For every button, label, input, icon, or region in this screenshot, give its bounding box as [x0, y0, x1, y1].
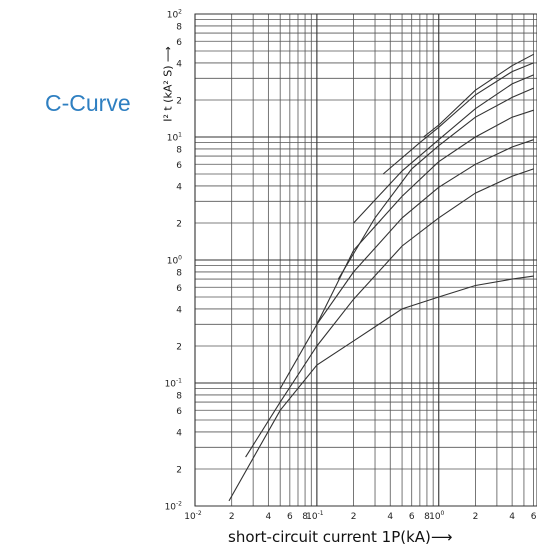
y-tick-label: 4	[176, 59, 182, 69]
y-tick-label: 6	[176, 284, 182, 294]
x-tick-label: 10-2	[184, 510, 202, 522]
page-title: C-Curve	[45, 90, 131, 116]
x-axis-arrow-icon: ⟶	[430, 528, 453, 546]
y-tick-label: 6	[176, 161, 182, 171]
y-tick-label: 8	[176, 268, 182, 278]
x-tick-label: 6	[409, 512, 415, 522]
y-tick-label: 8	[176, 22, 182, 32]
x-tick-label: 2	[229, 512, 235, 522]
y-tick-label: 2	[176, 219, 182, 229]
x-axis-label: short-circuit current 1P(kA)⟶	[228, 528, 452, 546]
x-tick-label: 4	[266, 512, 272, 522]
plot-frame	[194, 13, 537, 507]
y-tick-label: 4	[176, 428, 182, 438]
y-tick-label: 2	[176, 96, 182, 106]
x-tick-label: 6	[531, 512, 537, 522]
x-tick-label: 2	[473, 512, 479, 522]
curve-3	[279, 139, 534, 389]
curves	[228, 53, 534, 502]
y-tick-label: 8	[176, 391, 182, 401]
curve-6	[353, 74, 534, 224]
x-tick-labels: 10-2 2 4 6 810-1 2 4 6 8 100 2 4 6	[184, 510, 536, 522]
y-tick-label: 2	[176, 465, 182, 475]
y-tick-label: 4	[176, 305, 182, 315]
y-tick-label: 10-2	[165, 501, 183, 513]
x-tick-label: 4	[509, 512, 515, 522]
x-tick-label: 8	[424, 512, 430, 522]
curve-7	[382, 62, 534, 175]
x-tick-label: 10-1	[306, 510, 324, 522]
y-tick-label: 102	[167, 9, 182, 21]
curve-2	[245, 168, 534, 458]
x-tick-label: 8	[302, 512, 308, 522]
y-tick-label: 101	[167, 132, 182, 144]
y-tick-label: 6	[176, 407, 182, 417]
y-tick-label: 8	[176, 145, 182, 155]
curve-5	[337, 87, 534, 280]
x-tick-label: 2	[351, 512, 357, 522]
x-tick-label: 6	[287, 512, 293, 522]
y-tick-label: 2	[176, 342, 182, 352]
y-tick-label: 4	[176, 182, 182, 192]
x-tick-label: 100	[429, 510, 444, 522]
curve-4	[316, 109, 534, 325]
x-tick-label: 4	[387, 512, 393, 522]
x-axis-label-text: short-circuit current 1P(kA)	[228, 528, 431, 546]
y-tick-label: 6	[176, 38, 182, 48]
y-tick-label: 10-1	[165, 378, 183, 390]
curve-8	[423, 53, 534, 138]
y-tick-label: 100	[167, 255, 182, 267]
curve-1	[228, 275, 534, 502]
